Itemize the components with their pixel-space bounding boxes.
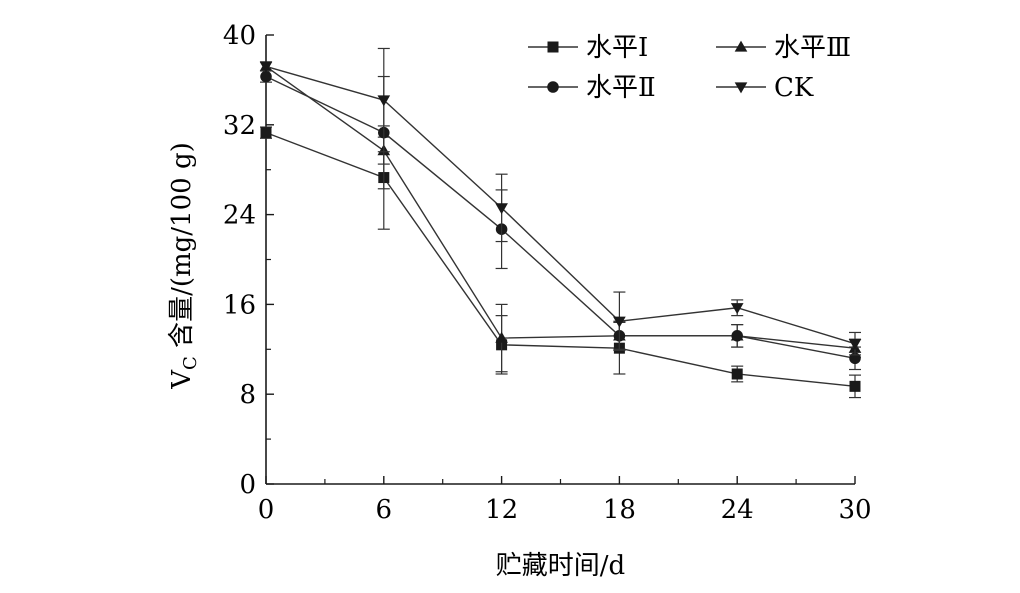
legend-marker [734, 82, 748, 94]
legend: 水平Ⅰ 水平Ⅲ 水平Ⅱ CK [528, 33, 851, 103]
data-point [495, 331, 508, 343]
y-tick-label: 8 [239, 380, 256, 410]
series-1 [260, 125, 861, 399]
x-tick-label: 6 [376, 495, 393, 525]
series-line [265, 65, 856, 349]
data-point [259, 61, 273, 73]
series-line [265, 75, 856, 359]
legend-item-3: 水平Ⅱ [528, 73, 656, 103]
series-4 [259, 47, 862, 356]
data-point [848, 339, 862, 351]
x-axis-title: 贮藏时间/d [496, 551, 625, 581]
legend-label: CK [774, 73, 814, 103]
legend-marker [547, 41, 559, 53]
data-point [849, 380, 861, 392]
legend-item-1: 水平Ⅰ [528, 33, 648, 63]
legend-marker [547, 81, 559, 93]
legend-item-2: 水平Ⅲ [716, 33, 851, 63]
y-tick-label: 16 [223, 290, 256, 320]
data-point [260, 127, 272, 139]
y-axis-title: VC 含量/(mg/100 g) [167, 142, 201, 389]
data-point [731, 368, 743, 380]
x-tick-label: 24 [721, 495, 754, 525]
x-tick-label: 0 [258, 495, 275, 525]
series-layer [259, 47, 862, 399]
y-tick-label: 32 [223, 111, 256, 141]
data-point [613, 316, 626, 328]
y-axis-title-rest: 含量/(mg/100 g) [167, 142, 197, 356]
legend-label: 水平Ⅰ [586, 33, 648, 63]
series-line [265, 132, 856, 388]
x-tick-label: 12 [485, 495, 518, 525]
data-point [260, 70, 272, 83]
data-point [730, 303, 744, 315]
legend-label: 水平Ⅲ [774, 33, 851, 63]
data-point [731, 330, 743, 342]
series-3 [260, 70, 861, 371]
series-2 [259, 60, 862, 373]
data-point [495, 203, 508, 215]
y-tick-label: 40 [223, 21, 256, 51]
x-tick-label: 30 [838, 495, 871, 525]
x-tick-label: 18 [603, 495, 636, 525]
y-tick-label: 24 [223, 201, 256, 231]
series-line [265, 65, 856, 345]
legend-marker [734, 40, 748, 52]
y-axis-title-main: V [167, 369, 197, 390]
data-point [377, 95, 391, 107]
y-axis-title-subscript: C [180, 356, 201, 370]
legend-item-4: CK [716, 73, 814, 103]
y-tick-label: 0 [239, 470, 256, 500]
axes: 0 8 16 24 32 40 0 6 12 18 24 30 [223, 21, 872, 525]
legend-label: 水平Ⅱ [586, 73, 656, 103]
